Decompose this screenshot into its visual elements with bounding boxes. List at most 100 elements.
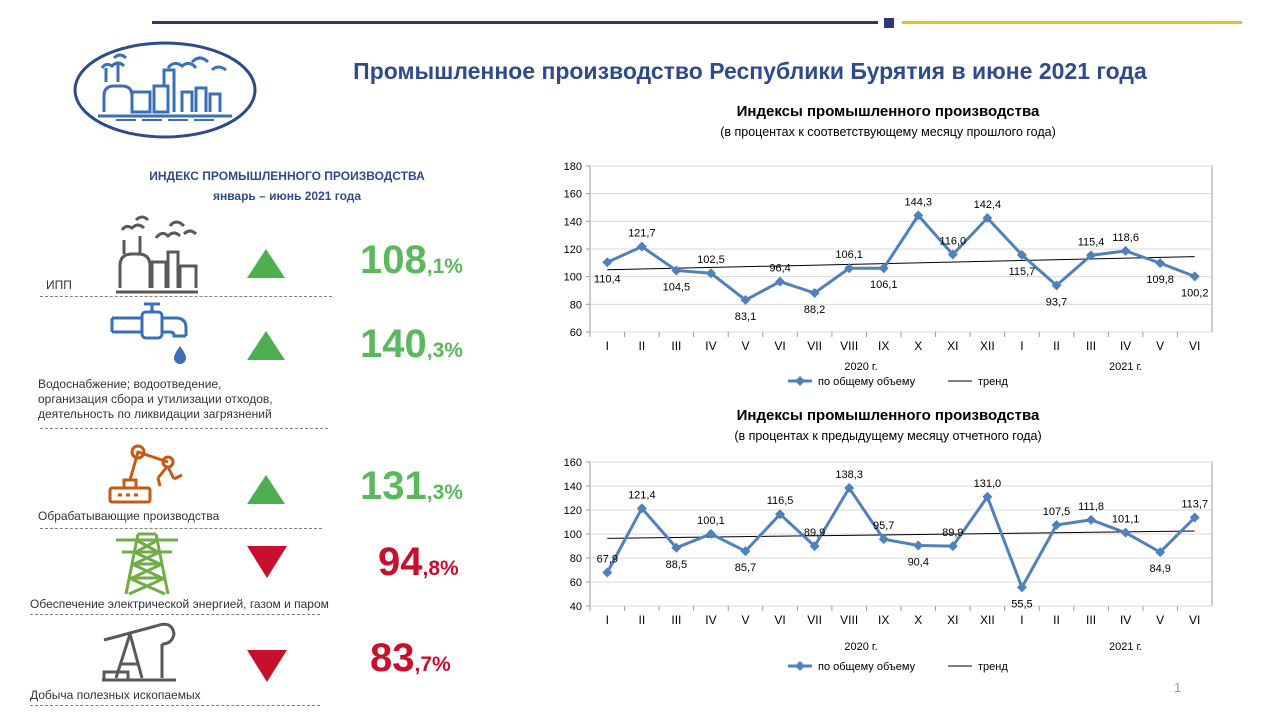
manufacturing-caption: Обрабатывающие производства (38, 509, 220, 523)
x-tick-label: III (1086, 339, 1096, 353)
energy-caption: Обеспечение электрической энергией, газо… (30, 597, 329, 611)
data-point (809, 287, 820, 298)
data-label: 96,4 (769, 263, 790, 275)
y-tick-label: 140 (564, 216, 582, 228)
page-title: Промышленное производство Республики Бур… (353, 58, 1147, 84)
factory-icon (116, 215, 198, 294)
data-point (913, 540, 924, 551)
y-tick-label: 40 (570, 601, 582, 613)
data-point (844, 263, 855, 274)
data-point (947, 541, 958, 552)
x-tick-label: III (671, 339, 681, 353)
chart-yoy: Индексы промышленного производства (в про… (564, 103, 1213, 388)
data-label: 100,1 (697, 515, 725, 527)
y-tick-label: 100 (564, 272, 582, 284)
page-number: 1 (1174, 680, 1182, 695)
data-label: 89,9 (942, 527, 963, 539)
data-point (671, 265, 682, 276)
x-tick-label: III (671, 613, 681, 627)
year-label-2021: 2021 г. (1109, 361, 1142, 373)
data-label: 102,5 (697, 254, 725, 266)
left-heading-line1: ИНДЕКС ПРОМЫШЛЕННОГО ПРОИЗВОДСТВА (149, 169, 425, 183)
y-tick-label: 60 (570, 327, 582, 339)
factory-logo-icon (73, 41, 257, 139)
row-separator (40, 528, 322, 529)
data-point (844, 483, 855, 494)
x-tick-label: XI (947, 339, 958, 353)
y-tick-label: 80 (570, 299, 582, 311)
x-tick-label: XII (980, 339, 995, 353)
data-label: 116,5 (767, 495, 794, 507)
data-point (878, 534, 889, 545)
data-label: 107,5 (1043, 506, 1071, 518)
trend-line (607, 530, 1195, 539)
x-tick-label: II (1053, 613, 1060, 627)
data-point (1086, 514, 1097, 525)
water-caption: Водоснабжение; водоотведение, организаци… (38, 377, 273, 421)
data-point (1155, 258, 1166, 269)
data-label: 101,1 (1112, 514, 1140, 526)
x-tick-label: V (741, 339, 749, 353)
water-value: 140,3% (360, 322, 463, 366)
data-point (1016, 249, 1027, 260)
x-tick-label: VI (774, 613, 785, 627)
data-point (1155, 547, 1166, 558)
legend-series-label: по общему объему (818, 661, 916, 673)
chart-title: Индексы промышленного производства (737, 103, 1040, 120)
x-tick-label: IX (878, 613, 889, 627)
mining-caption: Добыча полезных ископаемых (30, 688, 201, 702)
data-label: 100,2 (1181, 287, 1209, 299)
data-point (982, 491, 993, 502)
x-tick-label: XI (947, 613, 958, 627)
x-tick-label: VI (774, 339, 785, 353)
row-separator (40, 428, 328, 429)
increase-arrow-icon (247, 249, 285, 278)
data-label: 106,1 (835, 249, 863, 261)
increase-arrow-icon (247, 475, 285, 504)
left-panel-heading: ИНДЕКС ПРОМЫШЛЕННОГО ПРОИЗВОДСТВА январь… (120, 166, 454, 206)
data-label: 142,4 (974, 199, 1002, 211)
legend-trend-label: тренд (978, 376, 1008, 388)
data-label: 106,1 (870, 279, 898, 291)
data-point (740, 546, 751, 557)
data-point (1189, 512, 1200, 523)
data-label: 89,9 (804, 527, 825, 539)
top-rule-left (152, 21, 878, 24)
x-tick-label: III (1086, 613, 1096, 627)
data-point (602, 257, 613, 268)
x-tick-label: I (606, 613, 609, 627)
data-label: 110,4 (594, 273, 621, 285)
legend-trend-label: тренд (978, 661, 1008, 673)
data-label: 93,7 (1046, 296, 1067, 308)
chart-mom: Индексы промышленного производства (в про… (564, 407, 1213, 673)
x-tick-label: IV (705, 339, 716, 353)
mining-value: 83,7% (370, 636, 451, 680)
data-point (1189, 271, 1200, 282)
y-tick-label: 140 (564, 481, 582, 493)
data-label: 116,0 (939, 236, 966, 248)
data-label: 83,1 (735, 311, 756, 323)
data-point (1051, 520, 1062, 530)
manufacturing-value: 131,3% (360, 464, 463, 508)
x-tick-label: V (1156, 613, 1164, 627)
data-point (636, 503, 647, 514)
legend-series-marker (795, 661, 805, 671)
y-tick-label: 160 (564, 457, 582, 469)
top-rule-square (884, 18, 894, 28)
x-tick-label: X (914, 339, 922, 353)
year-label-2020: 2020 г. (844, 361, 877, 373)
data-point (705, 528, 716, 539)
oil-pump-icon (102, 622, 176, 682)
x-tick-label: IV (705, 613, 716, 627)
data-point (809, 541, 820, 552)
data-point (1016, 582, 1027, 593)
y-tick-label: 60 (570, 577, 582, 589)
data-label: 113,7 (1181, 499, 1208, 511)
x-tick-label: XII (980, 613, 995, 627)
ipp-caption: ИПП (46, 278, 72, 292)
data-point (705, 268, 716, 279)
x-tick-label: II (638, 613, 645, 627)
x-tick-label: IX (878, 339, 889, 353)
data-label: 138,3 (835, 469, 863, 481)
x-tick-label: IV (1120, 613, 1131, 627)
